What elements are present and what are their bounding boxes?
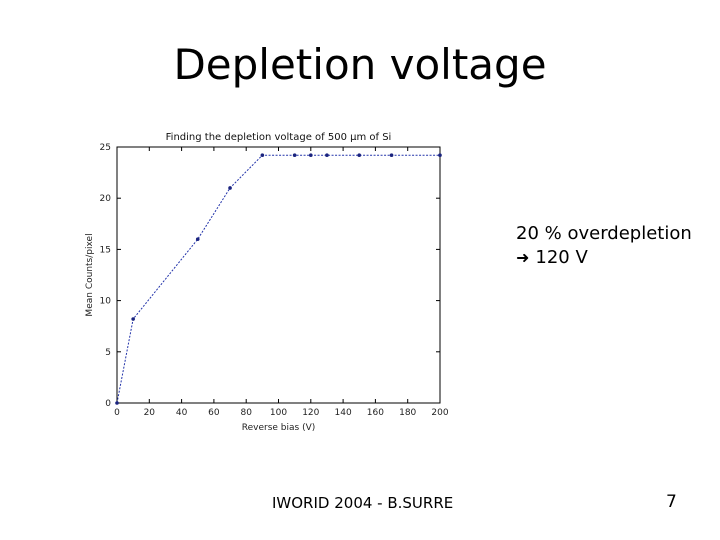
x-tick-label: 80 <box>240 408 252 418</box>
y-tick-label: 5 <box>105 348 111 358</box>
plot-frame <box>116 146 441 404</box>
x-tick-label: 40 <box>176 408 188 418</box>
note-line-1: 20 % overdepletion <box>516 223 692 244</box>
data-point <box>292 153 297 157</box>
y-tick-label: 25 <box>100 143 111 153</box>
data-point <box>309 153 313 157</box>
note-line-2-row: ➜ 120 V <box>516 246 692 270</box>
data-point <box>115 401 119 405</box>
y-tick-label: 20 <box>100 194 112 204</box>
page-number: 7 <box>666 492 677 512</box>
x-tick-label: 200 <box>431 408 448 418</box>
data-point <box>131 317 135 321</box>
chart: Finding the depletion voltage of 500 µm … <box>78 126 458 436</box>
data-point <box>260 153 265 157</box>
x-tick-label: 180 <box>399 408 416 418</box>
y-tick-label: 0 <box>105 399 111 409</box>
data-point <box>389 153 394 157</box>
slide-title: Depletion voltage <box>173 40 547 89</box>
data-point <box>357 153 362 157</box>
x-tick-label: 160 <box>367 408 384 418</box>
right-arrow-icon: ➜ <box>516 248 530 267</box>
data-point <box>228 186 232 190</box>
x-tick-label: 60 <box>208 408 220 418</box>
x-tick-label: 0 <box>114 408 120 418</box>
data-point <box>325 153 329 157</box>
data-point <box>195 237 200 241</box>
y-tick-label: 15 <box>100 245 111 255</box>
note-line-2: 120 V <box>535 247 588 268</box>
y-tick-label: 10 <box>100 297 112 307</box>
x-tick-label: 100 <box>270 408 287 418</box>
series-line <box>116 154 440 404</box>
data-point <box>438 153 442 157</box>
x-tick-label: 140 <box>335 408 352 418</box>
chart-title: Finding the depletion voltage of 500 µm … <box>166 132 392 143</box>
x-tick-label: 120 <box>302 408 319 418</box>
x-axis-label: Reverse bias (V) <box>242 423 316 433</box>
chart-svg: Finding the depletion voltage of 500 µm … <box>85 132 449 433</box>
y-axis-label: Mean Counts/pixel <box>85 233 95 316</box>
x-tick-label: 20 <box>144 408 156 418</box>
footer-text: IWORID 2004 - B.SURRE <box>272 494 454 512</box>
overdepletion-note: 20 % overdepletion ➜ 120 V <box>516 222 692 270</box>
